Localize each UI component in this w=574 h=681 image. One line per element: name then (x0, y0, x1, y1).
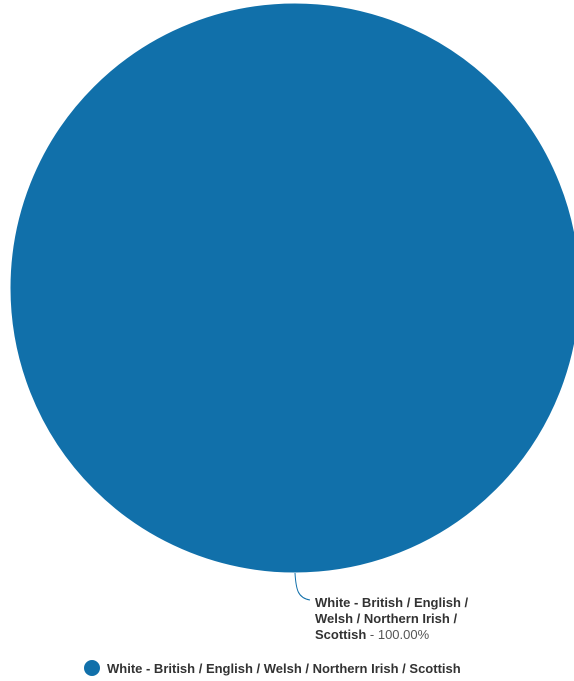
legend: White - British / English / Welsh / Nort… (84, 658, 461, 678)
data-label-name-line: White - British / English / (315, 595, 469, 610)
data-label-connector (294, 572, 311, 601)
data-label-name: White - British / English / Welsh / Nort… (315, 595, 468, 642)
data-label-value: - 100.00% (366, 627, 430, 642)
data-label-name-line: Welsh / Northern Irish / (315, 611, 458, 626)
legend-item-label[interactable]: White - British / English / Welsh / Nort… (107, 660, 461, 676)
pie-slice-white-british[interactable] (9, 2, 574, 574)
legend-marker[interactable] (84, 660, 100, 676)
data-label-name-line: Scottish (315, 627, 367, 642)
data-label: White - British / English / Welsh / Nort… (315, 595, 525, 643)
